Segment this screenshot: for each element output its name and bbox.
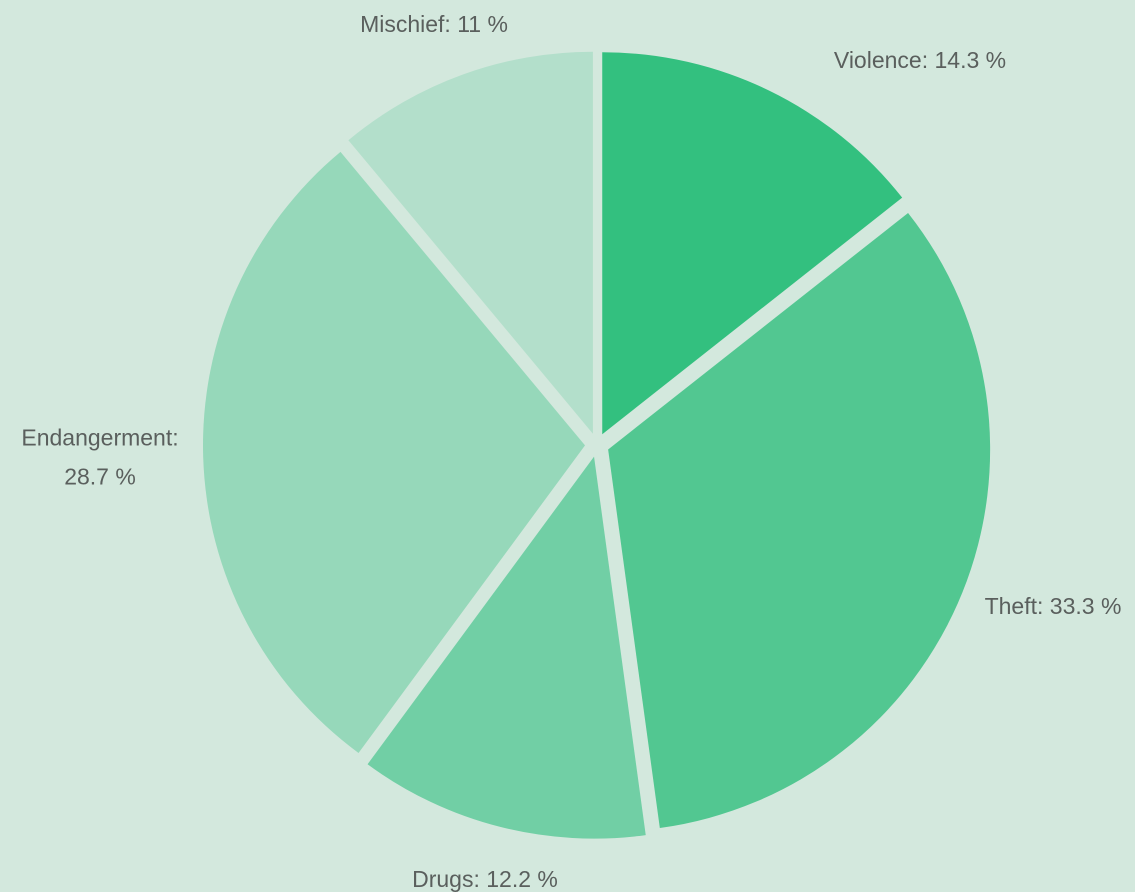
pie-label-theft: Theft: 33.3 % (985, 593, 1122, 619)
pie-slice-mischief[interactable] (348, 51, 593, 434)
pie-slice-theft[interactable] (608, 212, 991, 828)
pie-label-mischief: Mischief: 11 % (360, 11, 508, 37)
pie-slice-endangerment[interactable] (203, 151, 586, 753)
pie-label-drugs: Drugs: 12.2 % (412, 866, 558, 892)
pie-label-violence: Violence: 14.3 % (834, 47, 1006, 73)
pie-label-endangerment: Endangerment: 28.7 % (21, 425, 178, 490)
pie-label-line: Endangerment: (21, 425, 178, 451)
pie-label-line: 28.7 % (64, 464, 136, 490)
pie-slice-drugs[interactable] (367, 456, 646, 839)
pie-slice-violence[interactable] (602, 52, 903, 435)
pie-slices (203, 51, 991, 839)
pie-labels: Violence: 14.3 % Theft: 33.3 % Drugs: 12.2… (21, 11, 1121, 892)
